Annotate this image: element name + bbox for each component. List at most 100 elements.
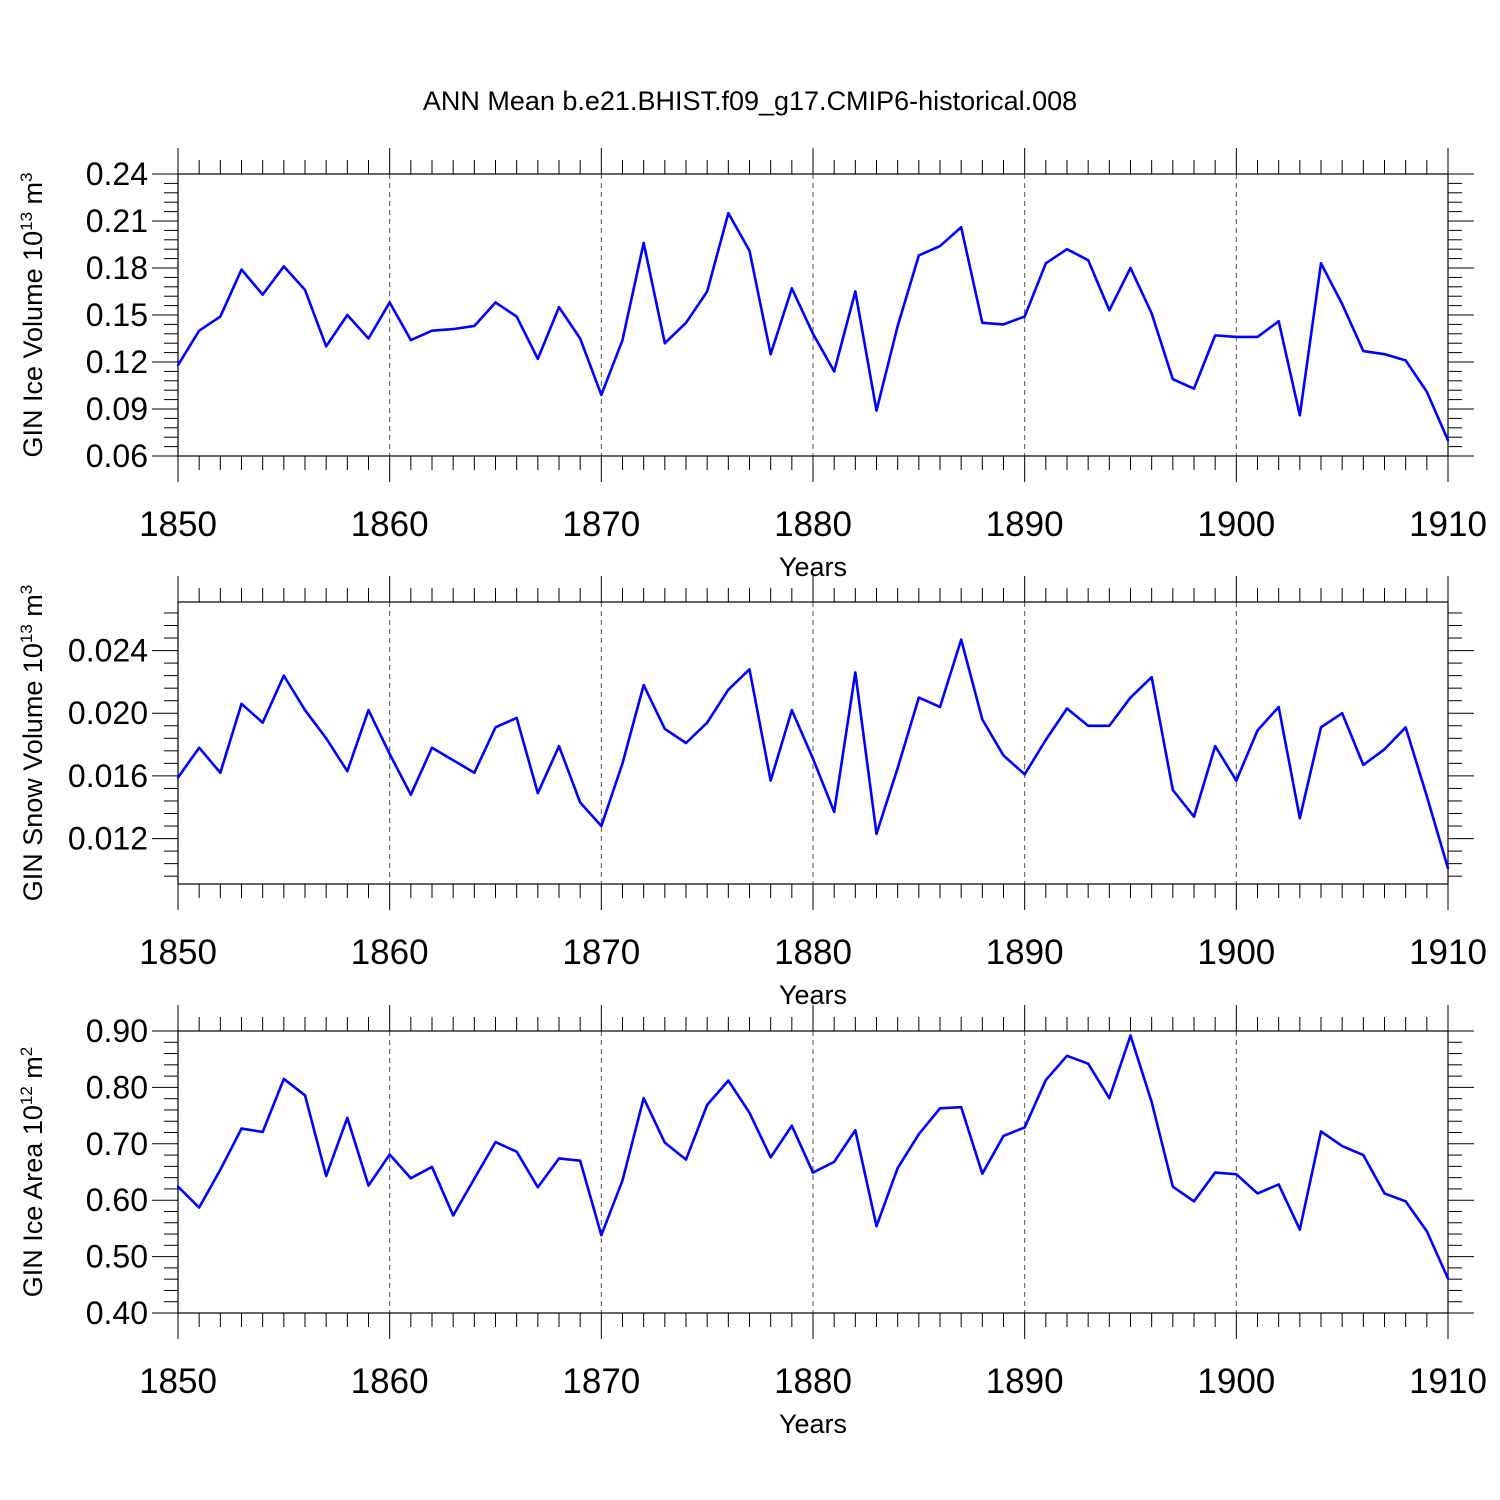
data-point xyxy=(261,721,264,724)
data-point xyxy=(1150,312,1153,315)
x-tick-label: 1880 xyxy=(774,933,852,972)
x-axis-label: Years xyxy=(779,1409,847,1439)
data-point xyxy=(875,409,878,412)
data-point xyxy=(832,370,836,373)
data-point xyxy=(727,1079,730,1082)
data-point xyxy=(1108,309,1111,312)
data-point xyxy=(1213,744,1217,748)
data-point xyxy=(367,708,370,712)
y-tick-label: 0.50 xyxy=(86,1239,148,1275)
data-point xyxy=(621,762,624,765)
data-point xyxy=(896,766,899,770)
data-point xyxy=(409,793,413,796)
data-point xyxy=(1235,1173,1238,1176)
data-point xyxy=(1256,1192,1259,1195)
y-tick-label: 0.020 xyxy=(68,695,148,731)
y-axis-label: GIN Ice Area 1012 m2 xyxy=(17,1047,48,1298)
data-point xyxy=(917,696,921,699)
data-point xyxy=(959,638,963,641)
data-point xyxy=(473,324,476,328)
data-point xyxy=(705,721,709,724)
y-tick-label: 0.024 xyxy=(68,633,148,669)
data-point xyxy=(197,746,201,749)
data-point xyxy=(811,1171,815,1174)
y-tick-label: 0.012 xyxy=(68,821,148,857)
data-point xyxy=(1446,439,1450,442)
y-tick-label: 0.21 xyxy=(86,203,148,239)
data-point xyxy=(600,824,603,828)
data-point xyxy=(303,288,307,292)
data-point xyxy=(430,746,434,749)
data-point xyxy=(642,683,645,687)
data-point xyxy=(769,352,772,356)
x-tick-label: 1890 xyxy=(986,1362,1064,1401)
x-tick-label: 1910 xyxy=(1409,505,1487,544)
y-axis-label-prefix: GIN Snow Volume 10 xyxy=(18,643,48,901)
data-point xyxy=(832,1160,836,1164)
data-point xyxy=(981,321,984,325)
x-tick-label: 1850 xyxy=(139,505,217,544)
y-tick-label: 0.12 xyxy=(86,344,148,380)
data-point xyxy=(515,315,518,318)
data-point xyxy=(938,244,942,248)
data-point xyxy=(811,757,815,760)
data-point xyxy=(367,1184,370,1187)
data-point xyxy=(1298,414,1302,417)
data-point xyxy=(324,737,328,740)
x-tick-label: 1860 xyxy=(351,505,429,544)
data-point xyxy=(1108,1096,1111,1100)
data-point xyxy=(684,1158,688,1161)
x-tick-label: 1850 xyxy=(139,1362,217,1401)
x-tick-label: 1910 xyxy=(1409,933,1487,972)
x-tick-label: 1890 xyxy=(986,505,1064,544)
data-point xyxy=(959,226,963,229)
data-point xyxy=(1362,1153,1365,1157)
data-point xyxy=(642,241,645,245)
y-axis-label: GIN Ice Volume 1013 m3 xyxy=(17,172,48,457)
y-axis-label-prefix: GIN Ice Volume 10 xyxy=(18,231,48,458)
data-point xyxy=(536,357,540,361)
data-point xyxy=(1340,1144,1344,1148)
data-point xyxy=(1002,754,1005,757)
data-point xyxy=(727,211,730,215)
data-point xyxy=(1235,779,1238,782)
data-point xyxy=(346,770,349,773)
y-axis-label-unit: m xyxy=(18,594,48,624)
data-point xyxy=(1065,248,1069,251)
data-point xyxy=(240,1127,243,1130)
data-point xyxy=(1129,1034,1132,1037)
data-point xyxy=(981,718,984,721)
y-tick-label: 0.09 xyxy=(86,391,148,427)
data-point xyxy=(938,1107,942,1110)
x-tick-label: 1900 xyxy=(1197,1362,1275,1401)
y-axis-label-exp: 13 xyxy=(17,624,36,643)
x-tick-label: 1880 xyxy=(774,1362,852,1401)
data-point xyxy=(1086,258,1090,262)
data-point xyxy=(282,1077,286,1081)
data-point xyxy=(494,726,497,729)
data-point xyxy=(1277,705,1280,709)
data-point xyxy=(176,363,180,367)
data-point xyxy=(854,1129,857,1132)
data-point xyxy=(917,254,921,257)
data-point xyxy=(536,1186,540,1189)
data-point xyxy=(600,1233,603,1237)
data-point xyxy=(1404,1200,1407,1203)
data-point xyxy=(1108,724,1111,727)
data-point xyxy=(409,338,413,342)
x-tick-label: 1880 xyxy=(774,505,852,544)
data-point xyxy=(494,301,497,304)
data-point xyxy=(790,287,794,290)
data-point xyxy=(1171,378,1175,381)
y-tick-label: 0.70 xyxy=(86,1126,148,1162)
data-point xyxy=(303,708,307,712)
data-point xyxy=(1340,302,1344,306)
data-point xyxy=(1171,788,1175,792)
data-point xyxy=(261,1130,264,1134)
data-point xyxy=(684,321,688,325)
data-point xyxy=(557,1157,561,1160)
data-point xyxy=(1150,676,1153,679)
data-point xyxy=(1362,349,1365,353)
data-point xyxy=(494,1140,497,1144)
y-axis-label: GIN Snow Volume 1013 m3 xyxy=(17,585,48,902)
